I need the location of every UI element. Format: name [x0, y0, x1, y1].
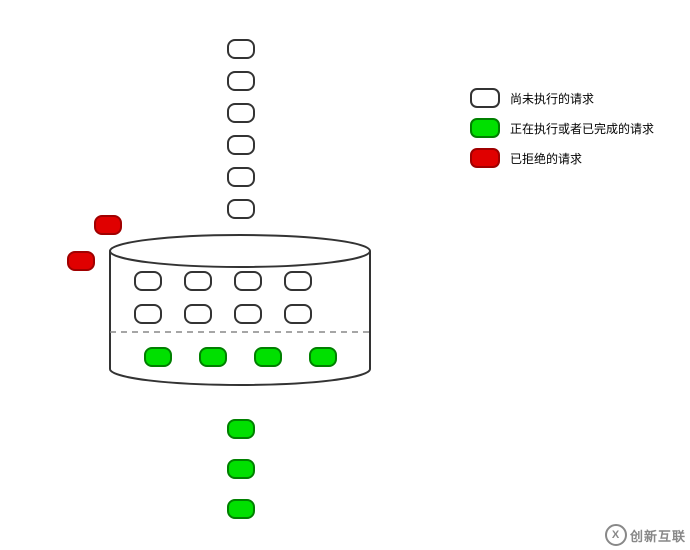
legend-item-rejected: 已拒绝的请求 — [470, 148, 582, 168]
buffer-request-r0-c1 — [185, 272, 211, 290]
buffer-request-r0-c0 — [135, 272, 161, 290]
legend-label-processing: 正在执行或者已完成的请求 — [510, 120, 654, 137]
incoming-request-5 — [228, 200, 254, 218]
buffer-request-r2-c3 — [310, 348, 336, 366]
watermark-icon: X — [605, 524, 627, 546]
legend-item-pending: 尚未执行的请求 — [470, 88, 594, 108]
completed-request-2 — [228, 500, 254, 518]
incoming-request-1 — [228, 72, 254, 90]
buffer-request-r1-c2 — [235, 305, 261, 323]
legend-label-pending: 尚未执行的请求 — [510, 90, 594, 107]
legend-swatch-processing — [470, 118, 500, 138]
legend-swatch-rejected — [470, 148, 500, 168]
completed-request-0 — [228, 420, 254, 438]
rejected-request-1 — [68, 252, 94, 270]
buffer-request-r1-c1 — [185, 305, 211, 323]
incoming-request-3 — [228, 136, 254, 154]
buffer-request-r2-c2 — [255, 348, 281, 366]
rejected-request-0 — [95, 216, 121, 234]
buffer-request-r0-c2 — [235, 272, 261, 290]
legend-label-rejected: 已拒绝的请求 — [510, 150, 582, 167]
incoming-request-0 — [228, 40, 254, 58]
buffer-request-r1-c0 — [135, 305, 161, 323]
incoming-request-4 — [228, 168, 254, 186]
buffer-request-r2-c1 — [200, 348, 226, 366]
buffer-request-r0-c3 — [285, 272, 311, 290]
legend-item-processing: 正在执行或者已完成的请求 — [470, 118, 654, 138]
legend-swatch-pending — [470, 88, 500, 108]
diagram-canvas — [0, 0, 690, 550]
buffer-request-r1-c3 — [285, 305, 311, 323]
buffer-request-r2-c0 — [145, 348, 171, 366]
incoming-request-2 — [228, 104, 254, 122]
watermark-text: 创新互联 — [630, 526, 686, 545]
watermark: X 创新互联 — [605, 524, 686, 546]
completed-request-1 — [228, 460, 254, 478]
